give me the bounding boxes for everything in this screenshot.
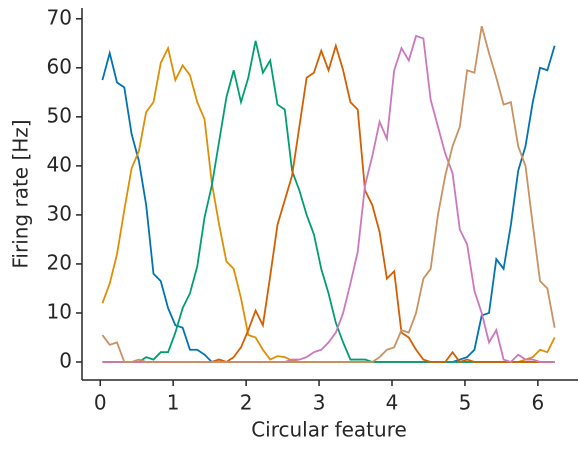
x-tick-label: 0 — [94, 391, 107, 415]
y-tick-label: 10 — [47, 299, 72, 323]
x-tick-label: 2 — [240, 391, 253, 415]
line-series — [101, 25, 556, 363]
x-tick-label: 4 — [386, 391, 399, 415]
y-tick-label: 60 — [47, 54, 72, 78]
x-axis-label: Circular feature — [251, 418, 407, 442]
y-tick-label: 0 — [59, 349, 72, 373]
y-tick-label: 20 — [47, 250, 72, 274]
y-axis-label: Firing rate [Hz] — [9, 119, 33, 268]
line-series — [101, 45, 556, 364]
y-tick-label: 70 — [47, 5, 72, 29]
x-tick-label: 5 — [459, 391, 472, 415]
y-tick-label: 40 — [47, 152, 72, 176]
x-tick-label: 3 — [313, 391, 326, 415]
x-tick-label: 6 — [532, 391, 545, 415]
y-tick-label: 30 — [47, 201, 72, 225]
y-tick-label: 50 — [47, 103, 72, 127]
x-tick-label: 1 — [167, 391, 180, 415]
